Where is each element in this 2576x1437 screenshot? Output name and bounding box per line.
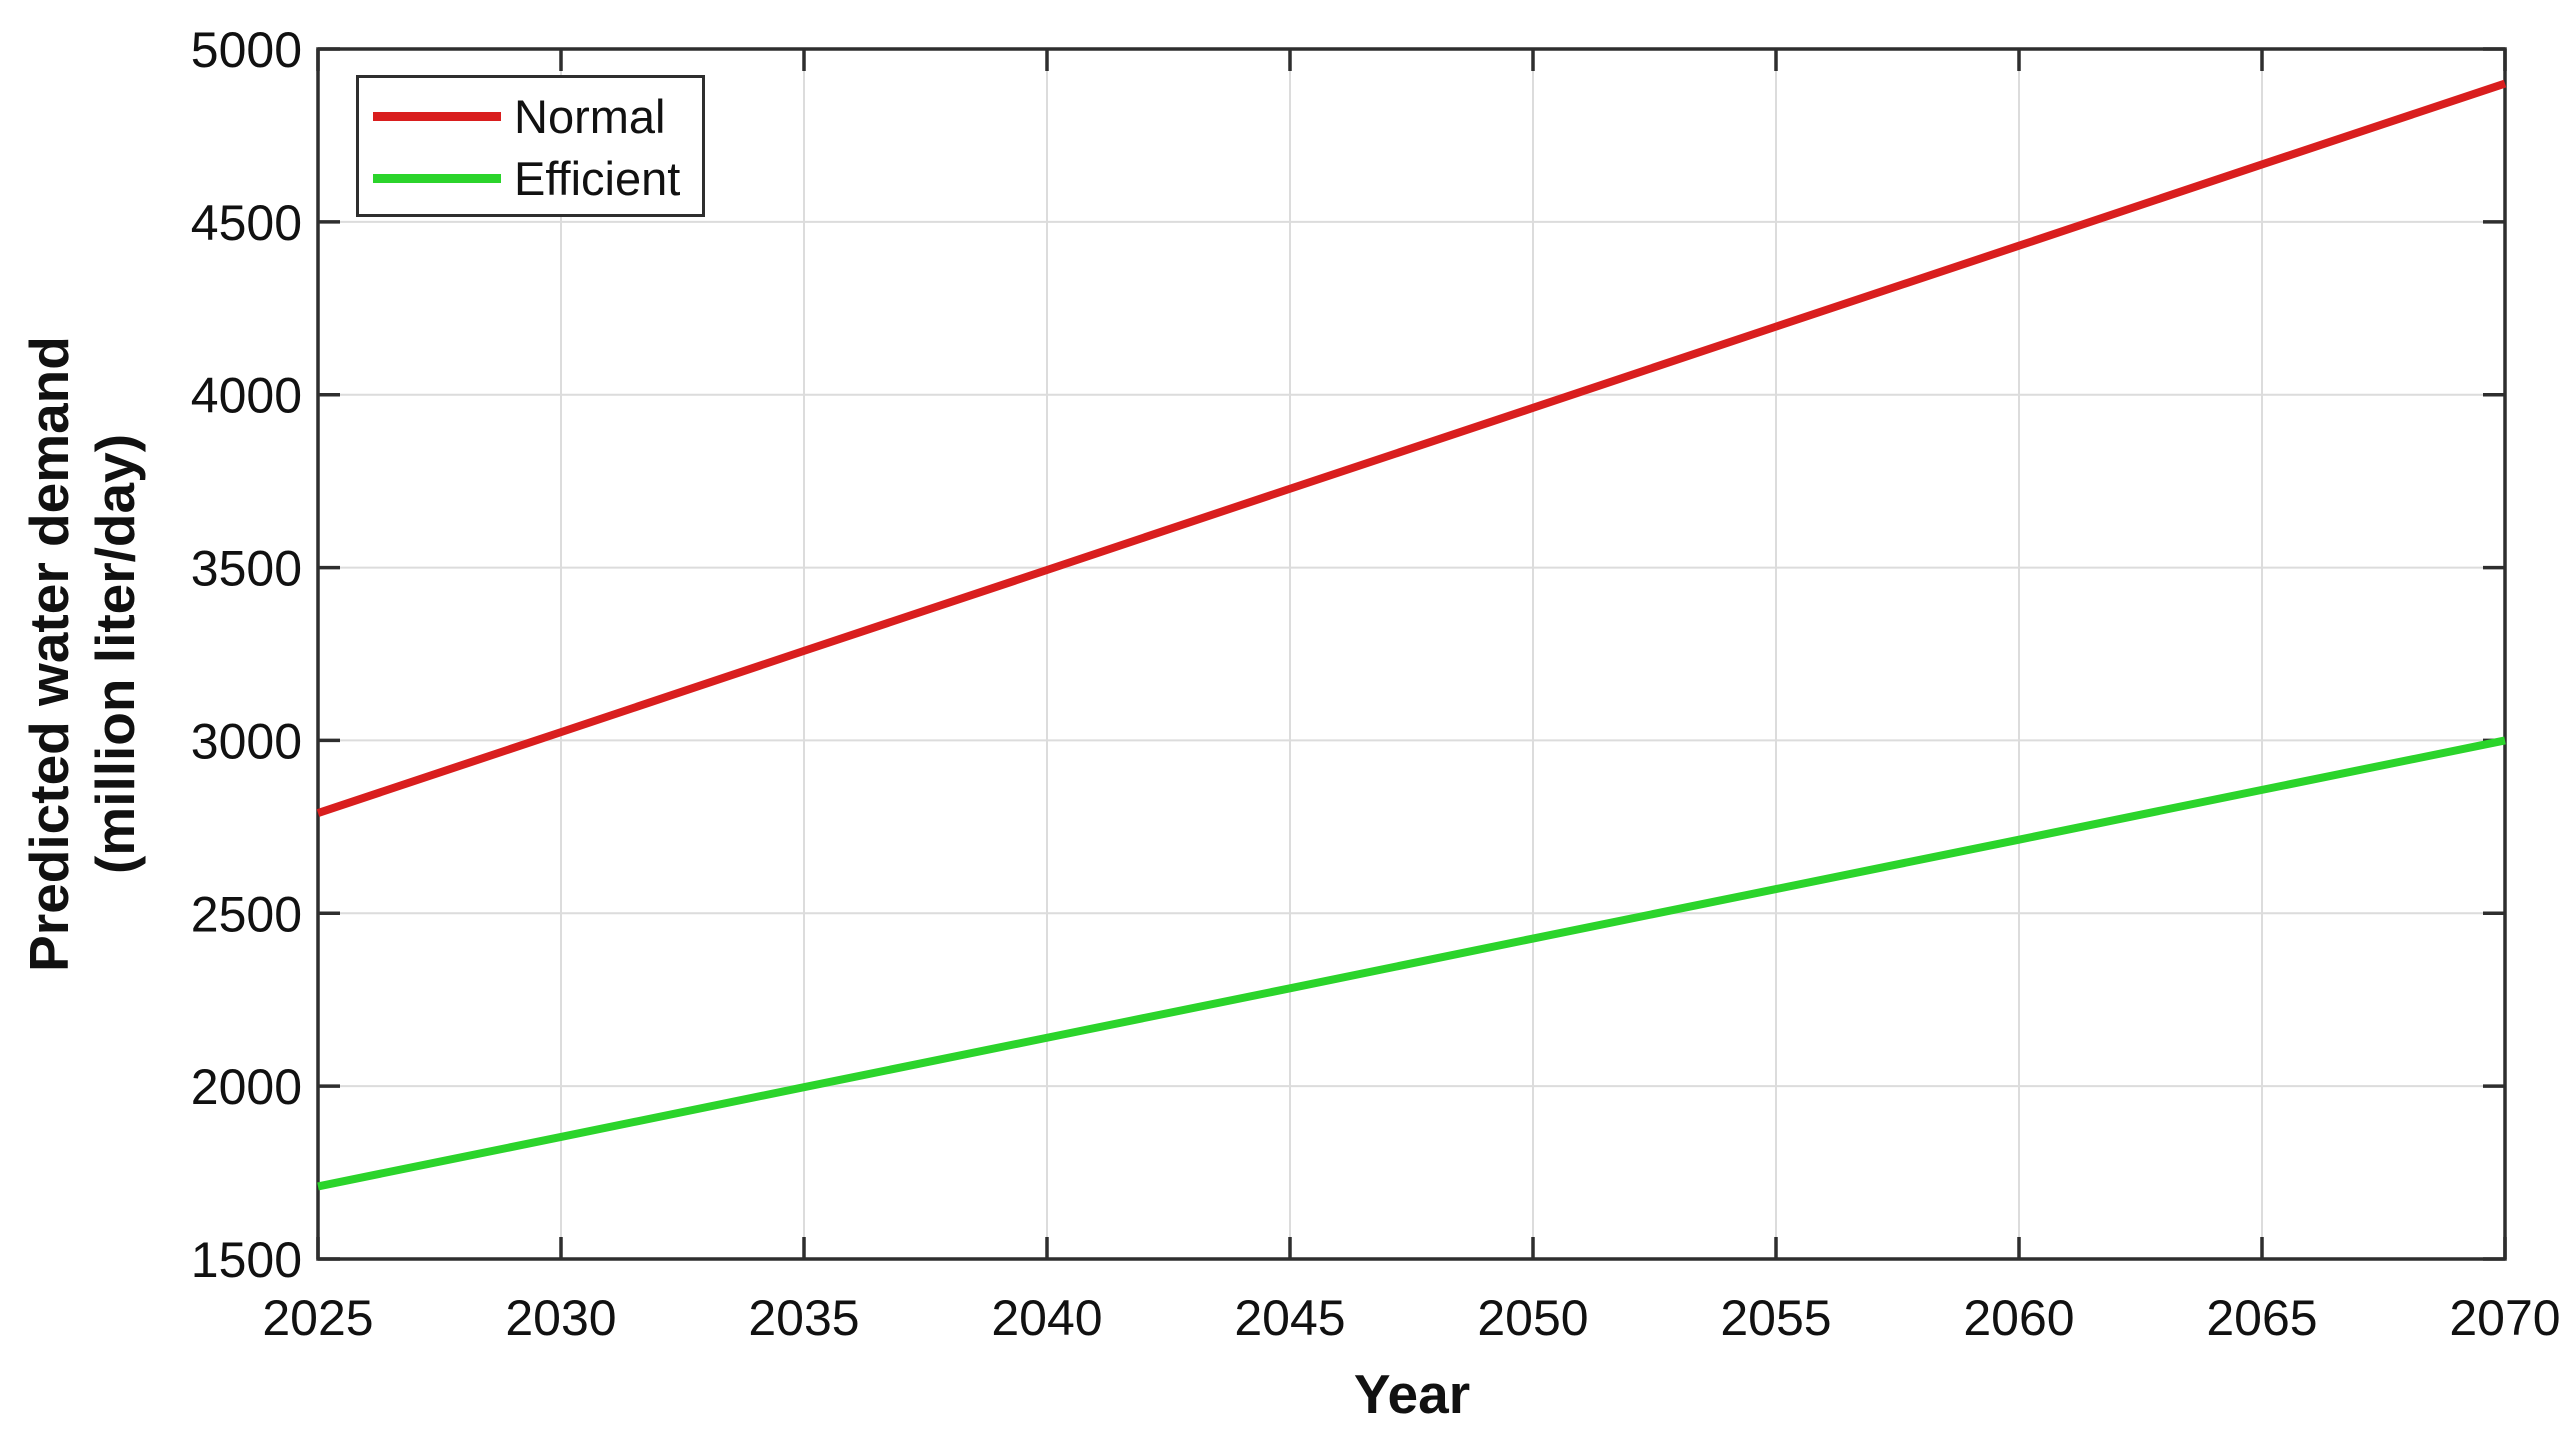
y-tick-label: 3000	[191, 713, 302, 769]
legend-label-normal: Normal	[514, 89, 666, 143]
series-line-efficient	[317, 736, 2506, 1191]
y-tick-label: 2500	[191, 886, 302, 942]
x-tick-label: 2025	[262, 1290, 373, 1346]
y-tick-label: 5000	[191, 22, 302, 78]
x-tick-label: 2045	[1234, 1290, 1345, 1346]
x-tick-labels: 2025 2030 2035 2040 2045 2050 2055 2060 2065 2070	[262, 1290, 2560, 1346]
legend: Normal Efficient	[356, 75, 705, 217]
x-tick-label: 2035	[748, 1290, 859, 1346]
y-axis-title-line1: Predicted water demand	[18, 336, 80, 972]
series-lines	[316, 79, 2507, 1191]
x-tick-label: 2040	[991, 1290, 1102, 1346]
series-line-normal	[316, 79, 2507, 817]
x-tick-label: 2055	[1720, 1290, 1831, 1346]
legend-swatch-normal	[373, 111, 501, 121]
x-tick-label: 2030	[505, 1290, 616, 1346]
x-tick-label: 2065	[2206, 1290, 2317, 1346]
x-tick-label: 2050	[1477, 1290, 1588, 1346]
y-axis-title: Predicted water demand (million liter/da…	[16, 154, 148, 1154]
y-tick-label: 1500	[191, 1232, 302, 1288]
legend-item-normal: Normal	[359, 85, 702, 147]
x-tick-label: 2070	[2449, 1290, 2560, 1346]
axes-frame	[316, 47, 2507, 1261]
y-tick-label: 4500	[191, 195, 302, 251]
grid-lines	[318, 49, 2505, 1259]
legend-swatch-efficient	[373, 173, 501, 183]
x-axis-title: Year	[1353, 1363, 1471, 1425]
y-axis-title-line2: (million liter/day)	[84, 433, 146, 875]
legend-item-efficient: Efficient	[359, 147, 702, 209]
y-tick-labels: 1500 2000 2500 3000 3500 4000 4500 5000	[191, 22, 302, 1288]
plot-frame	[316, 47, 2507, 1261]
y-tick-label: 4000	[191, 368, 302, 424]
axis-ticks	[316, 47, 2507, 1261]
y-tick-label: 2000	[191, 1059, 302, 1115]
y-tick-label: 3500	[191, 541, 302, 597]
legend-label-efficient: Efficient	[514, 151, 681, 205]
x-tick-label: 2060	[1963, 1290, 2074, 1346]
